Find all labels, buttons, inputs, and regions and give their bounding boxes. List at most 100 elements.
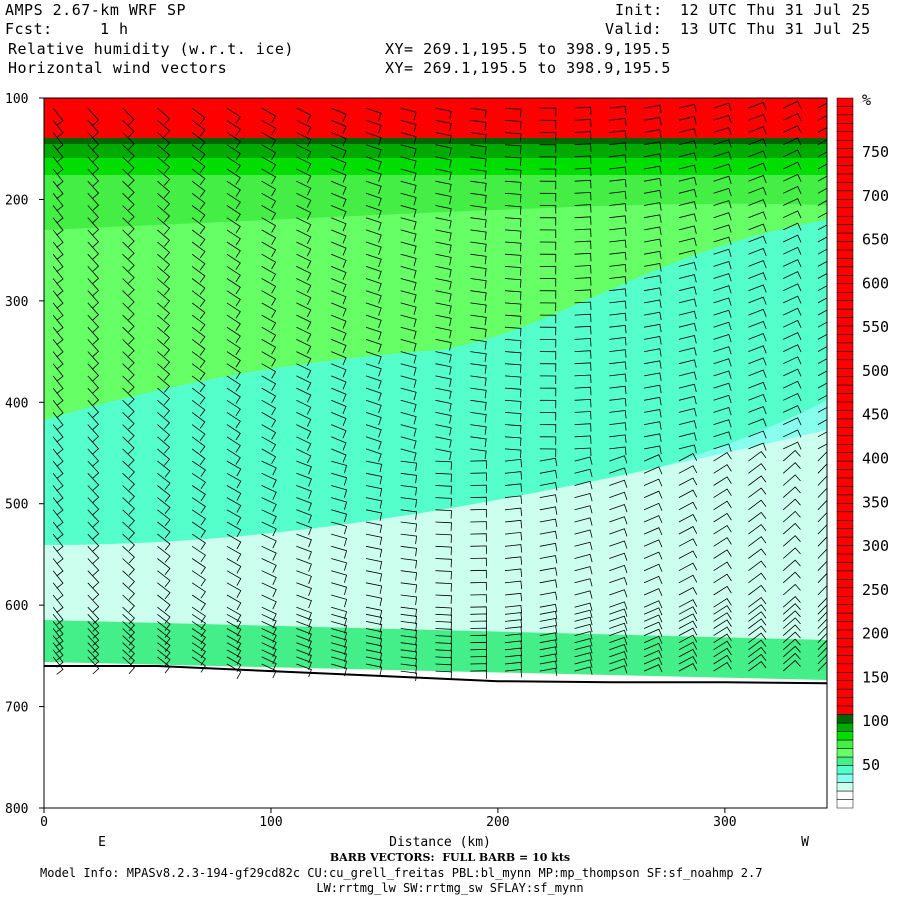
wind-barb	[261, 144, 277, 160]
wind-barb	[261, 606, 277, 622]
wind-barb	[365, 460, 383, 473]
colorbar-tick-label: 600	[862, 274, 889, 292]
wind-barb	[783, 210, 802, 219]
wind-barb	[226, 485, 242, 501]
wind-barb	[713, 224, 732, 233]
wind-barb	[296, 649, 312, 664]
wind-barb	[609, 251, 627, 261]
wind-barb	[331, 460, 348, 474]
wind-barb	[748, 523, 767, 535]
wind-barb	[191, 339, 206, 356]
wind-barb	[713, 297, 732, 306]
wind-barb	[609, 105, 627, 115]
wind-barb	[574, 179, 592, 189]
wind-barb	[748, 333, 767, 342]
wind-barb	[748, 475, 767, 486]
wind-barb	[504, 647, 523, 657]
wind-barb	[678, 586, 698, 596]
wind-barb	[574, 386, 592, 396]
colorbar-band	[836, 249, 854, 259]
wind-barb	[226, 521, 242, 538]
wind-barb	[122, 193, 135, 211]
wind-barb	[365, 205, 382, 219]
colorbar-band	[836, 545, 854, 555]
wind-barb	[817, 370, 827, 377]
colorbar-band	[836, 300, 854, 310]
wind-barb	[365, 253, 382, 268]
wind-barb	[52, 614, 64, 633]
wind-barb	[191, 119, 206, 137]
colorbar-band	[836, 334, 854, 344]
wind-barb	[574, 167, 592, 177]
wind-barb	[365, 266, 382, 280]
wind-barb	[296, 217, 312, 233]
x-tick-label: 100	[259, 815, 282, 830]
colorbar-band	[836, 672, 854, 681]
colorbar-band	[836, 452, 854, 462]
wind-barb	[678, 322, 697, 332]
wind-barb	[400, 509, 418, 520]
wind-barb	[782, 510, 801, 523]
colorbar: 50 100 150 200 250 300 350 400 450 500 550 600 650 70…	[836, 97, 889, 809]
wind-barb	[609, 479, 628, 488]
wind-barb	[748, 101, 767, 110]
wind-barb	[783, 100, 802, 109]
wind-barb	[365, 412, 382, 426]
colorbar-band	[836, 114, 854, 124]
wind-barb	[817, 475, 827, 486]
wind-barb	[261, 132, 277, 148]
wind-barb	[191, 558, 206, 575]
wind-barb	[191, 302, 206, 320]
wind-barb	[748, 393, 767, 403]
wind-barb	[87, 193, 100, 211]
wind-barb	[191, 621, 206, 638]
colorbar-band	[836, 224, 854, 234]
wind-barb	[365, 635, 383, 647]
wind-barb	[261, 217, 277, 233]
wind-barb	[643, 588, 663, 597]
wind-barb	[435, 253, 452, 266]
wind-barb	[539, 518, 558, 528]
wind-barb	[644, 275, 662, 284]
colorbar-band	[836, 655, 854, 665]
wind-barb	[191, 649, 206, 666]
wind-barb	[817, 127, 827, 133]
wind-barb	[643, 664, 663, 673]
wind-barb	[400, 132, 417, 145]
wind-barb	[157, 497, 171, 515]
wind-barb	[609, 264, 627, 273]
wind-barb	[678, 641, 698, 651]
colorbar-band	[836, 629, 854, 639]
wind-barb	[748, 632, 767, 644]
wind-barb	[748, 247, 767, 257]
wind-barb	[400, 168, 417, 182]
wind-barb	[470, 484, 487, 494]
wind-barb	[539, 494, 558, 503]
wind-barb	[783, 149, 802, 158]
wind-barb	[713, 619, 732, 629]
wind-barb	[470, 339, 487, 350]
wind-barb	[748, 611, 767, 622]
wind-barb	[365, 229, 382, 243]
wind-barb	[87, 546, 100, 564]
wind-barb	[504, 654, 523, 664]
colorbar-band	[836, 148, 854, 158]
wind-barb	[748, 162, 767, 171]
wind-barb	[609, 576, 628, 586]
wind-barb	[157, 156, 171, 174]
wind-barb	[574, 265, 592, 274]
wind-barb	[644, 250, 662, 260]
wind-barb	[435, 314, 452, 327]
wind-barb	[782, 449, 801, 462]
wind-barb	[52, 621, 64, 640]
wind-barb	[644, 141, 662, 150]
wind-barb	[296, 606, 312, 621]
wind-barb	[400, 521, 418, 532]
wind-barb	[713, 654, 732, 665]
wind-barb	[470, 627, 487, 637]
wind-barb	[331, 290, 347, 305]
wind-barb	[713, 464, 732, 474]
wind-barb	[574, 659, 593, 668]
wind-barb	[644, 348, 662, 357]
wind-barb	[226, 436, 241, 453]
